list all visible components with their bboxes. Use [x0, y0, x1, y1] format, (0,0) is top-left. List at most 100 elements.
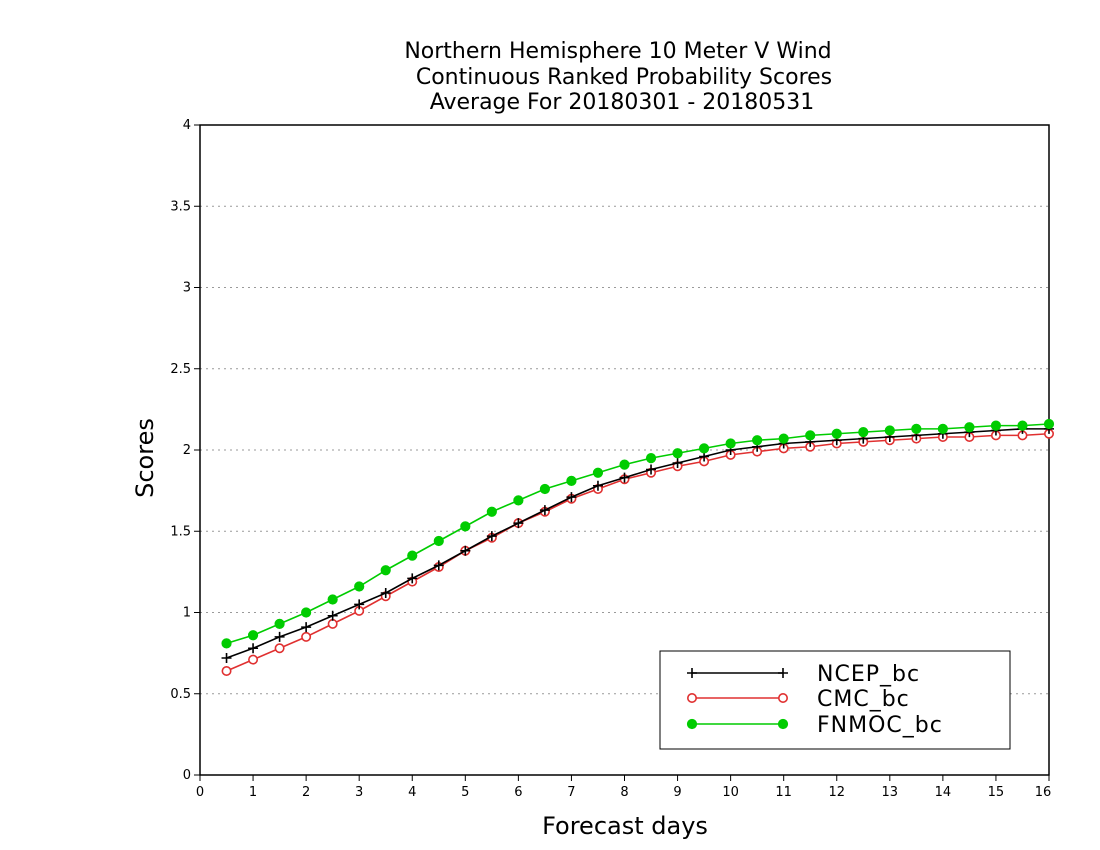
data-point-fnmoc-bc — [645, 453, 657, 464]
data-point-ncep-bc — [513, 518, 524, 529]
data-point-fnmoc-bc — [752, 435, 763, 446]
data-point-fnmoc-bc — [433, 535, 444, 547]
chart-title-line-3: Average For 20180301 - 20180531 — [430, 90, 815, 115]
y-axis-label: Scores — [131, 418, 159, 498]
data-point-ncep-bc — [566, 492, 577, 503]
data-point-cmc-bc — [274, 643, 285, 654]
data-point-fnmoc-bc — [884, 425, 895, 436]
data-point-ncep-bc — [433, 560, 444, 571]
gridlines — [200, 205, 1049, 695]
legend-item-ncep-bc: NCEP_bc — [687, 662, 920, 687]
legend-item-cmc-bc: CMC_bc — [686, 687, 910, 712]
data-point-fnmoc-bc — [964, 422, 975, 433]
x-tick-label: 5 — [461, 785, 469, 800]
data-point-fnmoc-bc — [911, 423, 922, 434]
x-tick-label: 3 — [355, 785, 363, 800]
data-point-cmc-bc — [248, 654, 259, 665]
data-point-ncep-bc — [274, 631, 285, 642]
data-point-fnmoc-bc — [725, 438, 736, 449]
legend-marker — [686, 692, 697, 703]
data-point-ncep-bc — [327, 610, 338, 621]
x-tick-label: 15 — [988, 785, 1005, 800]
x-tick-label: 0 — [196, 785, 204, 800]
series-line-fnmoc-bc — [226, 423, 1050, 645]
data-point-fnmoc-bc — [698, 443, 710, 454]
data-point-fnmoc-bc — [858, 427, 869, 438]
legend-label: FNMOC_bc — [817, 713, 943, 738]
data-point-fnmoc-bc — [247, 630, 259, 641]
data-point-fnmoc-bc — [407, 550, 418, 561]
data-point-fnmoc-bc — [221, 638, 232, 649]
data-point-fnmoc-bc — [1017, 420, 1028, 431]
series-line-ncep-bc — [226, 428, 1049, 659]
data-point-fnmoc-bc — [805, 430, 816, 441]
x-tick-label: 8 — [620, 785, 628, 800]
legend-marker — [687, 668, 697, 678]
legend-marker — [686, 718, 698, 730]
y-tick-label: 3 — [183, 281, 191, 296]
data-point-fnmoc-bc — [274, 618, 285, 629]
data-point-fnmoc-bc — [486, 506, 497, 517]
y-tick-label: 4 — [183, 118, 191, 133]
data-point-fnmoc-bc — [354, 581, 365, 592]
chart-title-line-1: Northern Hemisphere 10 Meter V Wind — [404, 39, 831, 64]
y-tick-label: 1 — [183, 606, 191, 621]
data-point-fnmoc-bc — [937, 423, 948, 434]
data-point-fnmoc-bc — [380, 565, 391, 576]
data-point-ncep-bc — [354, 599, 365, 610]
x-tick-label: 14 — [935, 785, 952, 800]
data-point-ncep-bc — [592, 480, 603, 491]
y-tick-label: 2.5 — [170, 362, 191, 377]
series-layer — [221, 418, 1055, 676]
data-point-fnmoc-bc — [327, 594, 338, 605]
x-tick-label: 6 — [514, 785, 522, 800]
x-tick-label: 11 — [775, 785, 792, 800]
data-point-cmc-bc — [221, 665, 232, 676]
series-cmc-bc — [221, 428, 1055, 676]
data-point-ncep-bc — [539, 505, 550, 516]
data-point-fnmoc-bc — [301, 607, 312, 618]
x-axis-label: Forecast days — [542, 812, 708, 840]
legend-box — [659, 650, 1011, 750]
legend-marker — [777, 692, 788, 703]
data-point-fnmoc-bc — [566, 475, 577, 486]
y-tick-label: 3.5 — [170, 199, 191, 214]
data-point-fnmoc-bc — [513, 495, 524, 506]
series-ncep-bc — [221, 423, 1054, 663]
data-point-cmc-bc — [301, 631, 312, 642]
legend-marker — [777, 718, 789, 730]
legend-label: CMC_bc — [817, 687, 910, 712]
legend-marker — [778, 668, 788, 678]
data-point-cmc-bc — [327, 618, 338, 629]
data-point-fnmoc-bc — [460, 521, 471, 532]
y-tick-label: 0 — [183, 768, 191, 783]
data-point-ncep-bc — [380, 588, 391, 598]
x-tick-label: 12 — [828, 785, 845, 800]
data-point-ncep-bc — [619, 472, 630, 483]
data-point-fnmoc-bc — [1043, 418, 1055, 430]
x-axis: 0 1 2 3 4 5 6 7 8 9 10 11 12 13 14 15 16 — [196, 775, 1051, 800]
y-axis: 0 0.5 1 1.5 2 2.5 3 3.5 4 — [170, 118, 200, 783]
chart-title: Northern Hemisphere 10 Meter V Wind Cont… — [404, 39, 832, 115]
y-tick-label: 2 — [183, 443, 191, 458]
data-point-ncep-bc — [646, 464, 657, 475]
legend-item-fnmoc-bc: FNMOC_bc — [686, 713, 943, 738]
chart-title-line-2: Continuous Ranked Probability Scores — [416, 65, 832, 90]
data-point-ncep-bc — [486, 531, 497, 542]
data-point-ncep-bc — [460, 545, 471, 556]
x-tick-label: 7 — [567, 785, 575, 800]
x-tick-label: 4 — [408, 785, 416, 800]
x-tick-label: 16 — [1035, 785, 1052, 800]
series-fnmoc-bc — [221, 418, 1055, 649]
data-point-fnmoc-bc — [778, 433, 789, 444]
data-point-ncep-bc — [672, 458, 683, 468]
series-line-cmc-bc — [226, 432, 1050, 672]
x-tick-label: 10 — [722, 785, 739, 800]
x-tick-label: 1 — [249, 785, 257, 800]
legend-label: NCEP_bc — [817, 662, 920, 687]
data-point-ncep-bc — [407, 573, 418, 584]
data-point-fnmoc-bc — [592, 467, 604, 478]
y-tick-label: 1.5 — [170, 524, 191, 539]
